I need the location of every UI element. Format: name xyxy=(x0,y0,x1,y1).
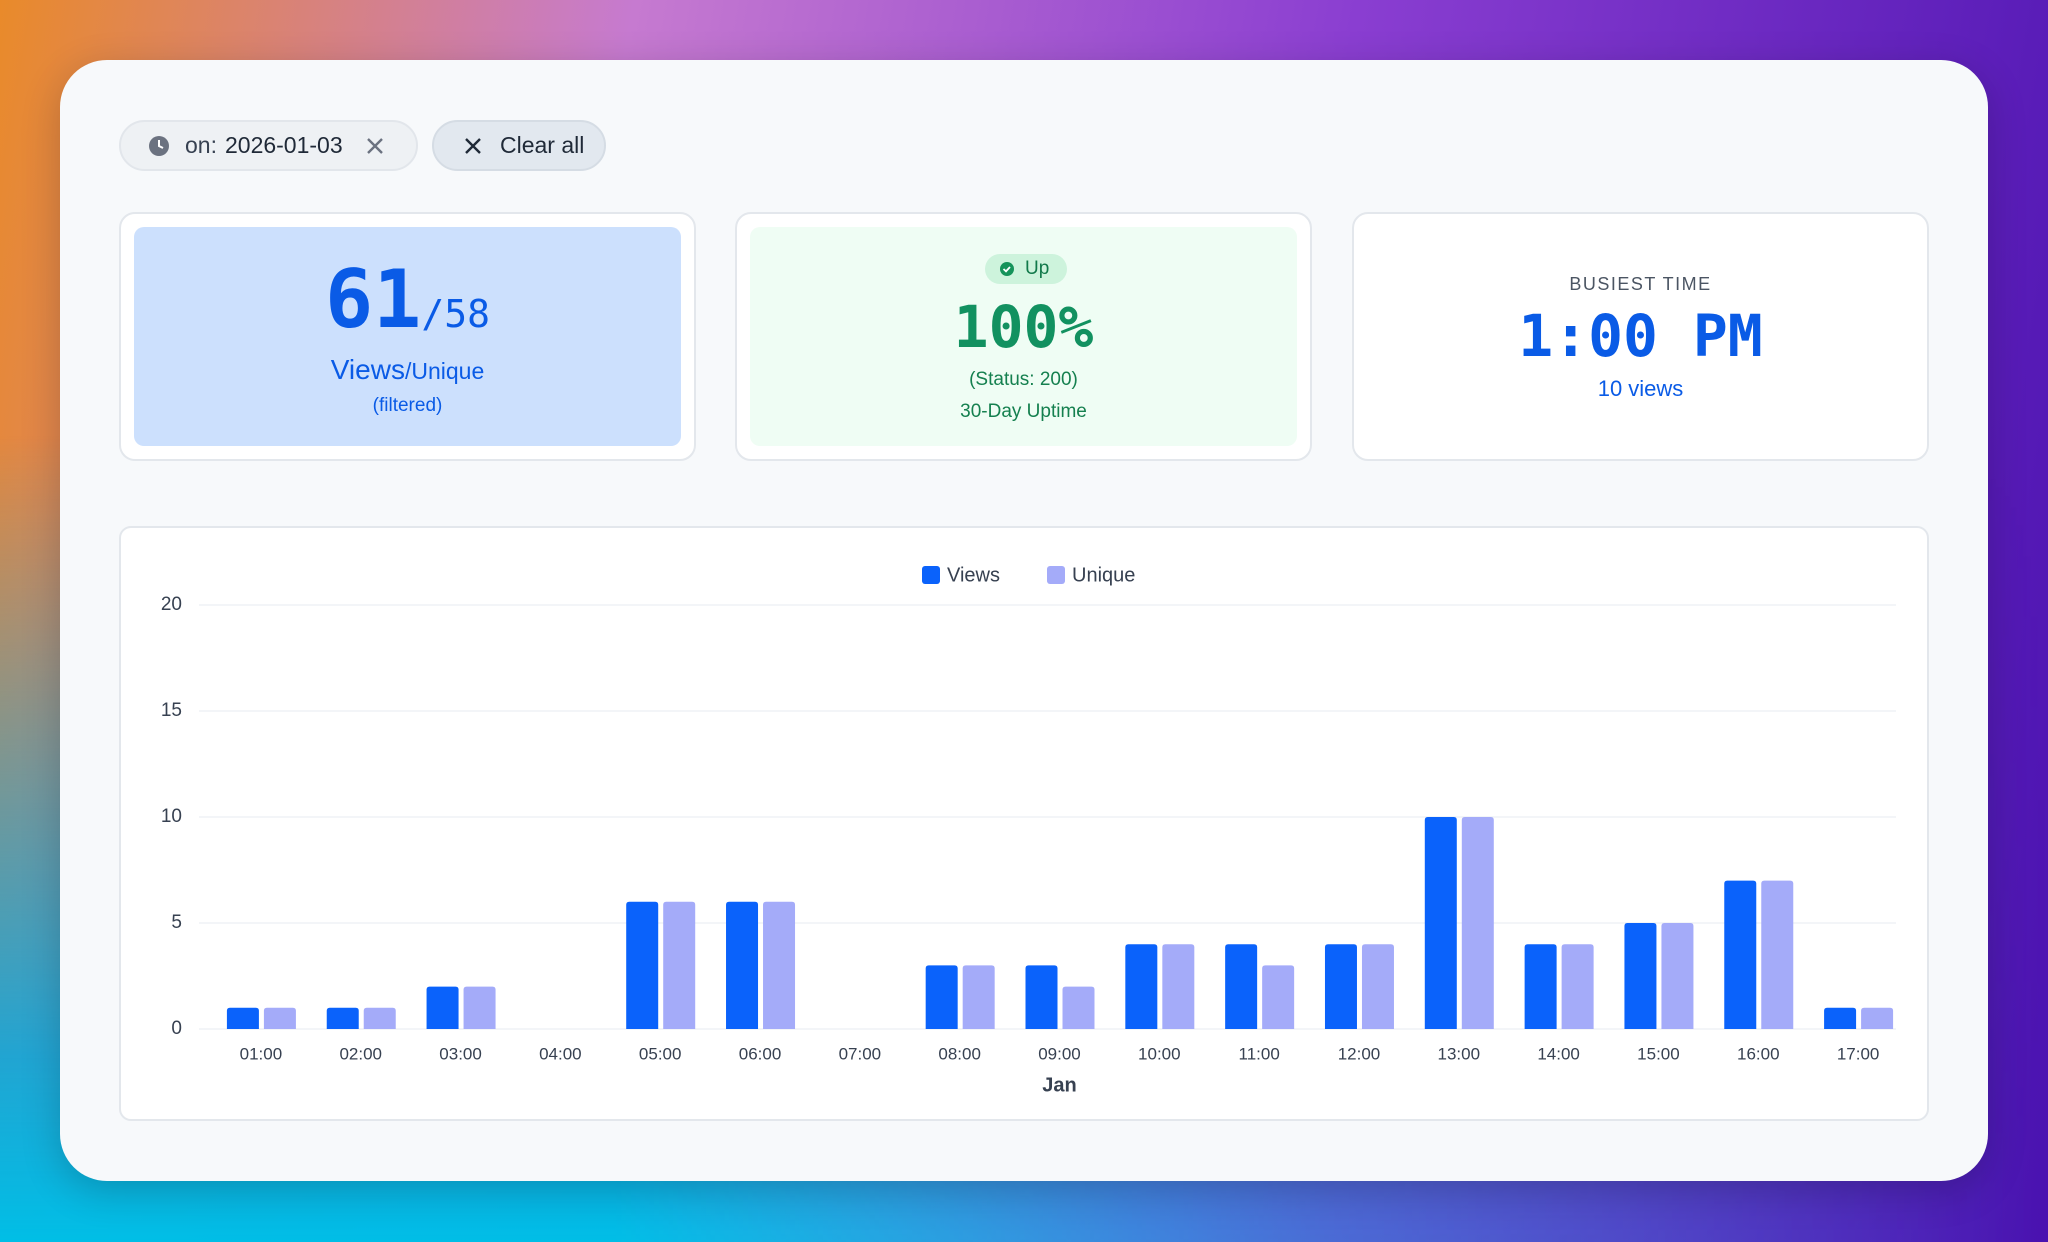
uptime-card: Up 100% (Status: 200) 30-Day Uptime xyxy=(735,212,1312,461)
clear-all-label: Clear all xyxy=(500,132,585,158)
legend-label: Views xyxy=(947,564,1000,586)
bar xyxy=(326,1007,359,1029)
bar xyxy=(763,901,796,1029)
busiest-card: BUSIEST TIME 1:00 PM 10 views xyxy=(1352,212,1929,461)
x-tick-label: 03:00 xyxy=(439,1044,482,1063)
bar xyxy=(1424,817,1457,1029)
uptime-card-body: Up 100% (Status: 200) 30-Day Uptime xyxy=(750,227,1297,446)
bar xyxy=(1761,880,1794,1029)
x-tick-label: 07:00 xyxy=(839,1044,882,1063)
legend-swatch xyxy=(922,566,940,584)
bar xyxy=(663,901,696,1029)
legend-swatch xyxy=(1047,566,1065,584)
bar xyxy=(626,901,659,1029)
clear-icon xyxy=(465,137,481,154)
bar xyxy=(226,1007,259,1029)
bar xyxy=(925,965,958,1029)
y-tick-label: 20 xyxy=(161,594,182,615)
views-numbers: 61/58 xyxy=(134,253,681,346)
busiest-label: BUSIEST TIME xyxy=(1569,274,1712,294)
views-note: (filtered) xyxy=(372,395,443,416)
uptime-label: 30-Day Uptime xyxy=(960,401,1087,422)
x-tick-label: 16:00 xyxy=(1737,1044,1780,1063)
bar xyxy=(962,965,995,1029)
x-tick-label: 06:00 xyxy=(739,1044,782,1063)
x-tick-label: 05:00 xyxy=(639,1044,682,1063)
status-code: (Status: 200) xyxy=(969,369,1078,390)
bar xyxy=(1524,944,1557,1029)
bar xyxy=(463,986,496,1029)
busiest-value: 1:00 PM xyxy=(1518,302,1763,370)
views-label-row: Views/Unique xyxy=(134,354,681,386)
x-tick-label: 14:00 xyxy=(1537,1044,1580,1063)
y-tick-label: 15 xyxy=(161,700,182,721)
bar xyxy=(1225,944,1258,1029)
unique-number: /58 xyxy=(421,292,490,336)
bar xyxy=(1461,817,1494,1029)
bar xyxy=(1661,923,1694,1029)
bar xyxy=(1624,923,1657,1029)
bar xyxy=(1561,944,1594,1029)
busiest-note: 10 views xyxy=(1597,376,1684,401)
uptime-value: 100% xyxy=(953,293,1094,361)
bar xyxy=(1824,1007,1857,1029)
status-badge-label: Up xyxy=(1025,258,1050,279)
x-tick-label: 17:00 xyxy=(1837,1044,1880,1063)
bar xyxy=(1062,986,1095,1029)
clear-all-button[interactable]: Clear all xyxy=(432,120,606,171)
y-tick-label: 0 xyxy=(171,1018,182,1039)
views-label: Views xyxy=(330,354,405,385)
x-tick-label: 13:00 xyxy=(1438,1044,1481,1063)
y-tick-label: 5 xyxy=(171,912,182,933)
bar xyxy=(263,1007,296,1029)
bar xyxy=(1724,880,1757,1029)
x-tick-label: 12:00 xyxy=(1338,1044,1381,1063)
check-icon xyxy=(1000,262,1014,276)
x-tick-label: 10:00 xyxy=(1138,1044,1181,1063)
views-card-body: 61/58 Views/Unique (filtered) xyxy=(134,227,681,446)
clock-icon xyxy=(149,135,169,156)
x-tick-label: 04:00 xyxy=(539,1044,582,1063)
x-tick-label: 11:00 xyxy=(1239,1044,1280,1063)
x-tick-label: 08:00 xyxy=(938,1044,981,1063)
x-tick-label: 02:00 xyxy=(339,1044,382,1063)
bar xyxy=(363,1007,396,1029)
bar xyxy=(1861,1007,1894,1029)
bar xyxy=(1162,944,1195,1029)
bar xyxy=(1025,965,1058,1029)
views-number: 61 xyxy=(325,253,422,346)
status-badge: Up xyxy=(985,254,1067,284)
date-filter-chip[interactable]: on: 2026-01-03 xyxy=(119,120,418,171)
filter-value: 2026-01-03 xyxy=(224,132,343,158)
remove-filter-icon[interactable] xyxy=(365,136,385,156)
x-axis-title: Jan xyxy=(1042,1074,1076,1096)
views-card: 61/58 Views/Unique (filtered) xyxy=(119,212,696,461)
bar xyxy=(426,986,459,1029)
bar xyxy=(1262,965,1295,1029)
legend-label: Unique xyxy=(1072,564,1135,586)
unique-label: /Unique xyxy=(404,358,485,384)
bar xyxy=(726,901,759,1029)
bar xyxy=(1324,944,1357,1029)
x-tick-label: 09:00 xyxy=(1038,1044,1081,1063)
x-tick-label: 15:00 xyxy=(1637,1044,1680,1063)
filter-prefix: on: xyxy=(185,132,217,158)
bar xyxy=(1361,944,1394,1029)
y-tick-label: 10 xyxy=(161,806,182,827)
bar xyxy=(1125,944,1158,1029)
x-tick-label: 01:00 xyxy=(240,1044,283,1063)
